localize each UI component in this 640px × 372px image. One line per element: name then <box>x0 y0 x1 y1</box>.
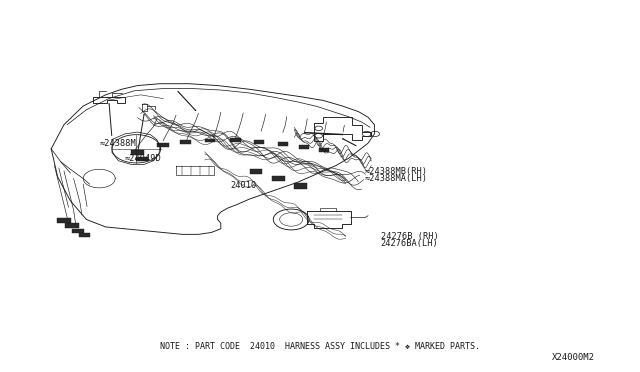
Bar <box>57 218 71 222</box>
Bar <box>180 140 191 144</box>
Bar <box>254 140 264 144</box>
Bar <box>79 233 90 237</box>
Bar <box>157 143 169 147</box>
Text: ≈24388MB(RH): ≈24388MB(RH) <box>365 167 428 176</box>
Bar <box>65 223 79 228</box>
Bar <box>294 183 307 189</box>
Bar <box>272 176 285 181</box>
Text: ≈24049D: ≈24049D <box>125 154 161 163</box>
Text: 24010: 24010 <box>230 182 257 190</box>
Bar <box>72 228 84 233</box>
Bar <box>299 145 309 149</box>
Text: 24276B (RH): 24276B (RH) <box>381 232 438 241</box>
Bar <box>278 142 288 146</box>
Bar <box>319 148 329 152</box>
Bar <box>205 139 215 142</box>
Bar <box>136 157 148 161</box>
Text: ≈24388M: ≈24388M <box>99 139 136 148</box>
Text: ≈24388MA(LH): ≈24388MA(LH) <box>365 174 428 183</box>
Bar <box>250 169 262 174</box>
Text: NOTE : PART CODE  24010  HARNESS ASSY INCLUDES * ❖ MARKED PARTS.: NOTE : PART CODE 24010 HARNESS ASSY INCL… <box>160 342 480 351</box>
Bar <box>230 138 241 142</box>
Bar <box>131 150 144 155</box>
Text: 24276BA(LH): 24276BA(LH) <box>381 239 438 248</box>
Text: X24000M2: X24000M2 <box>552 353 595 362</box>
